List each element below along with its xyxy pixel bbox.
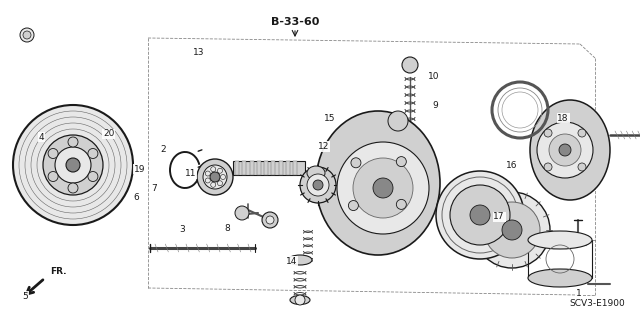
Text: 16: 16	[506, 161, 518, 170]
Text: 8: 8	[225, 224, 230, 233]
Circle shape	[68, 183, 78, 193]
Text: 14: 14	[285, 257, 297, 266]
Text: 18: 18	[557, 114, 569, 122]
Circle shape	[88, 172, 98, 182]
Text: 4: 4	[39, 133, 44, 142]
Circle shape	[307, 174, 329, 196]
Bar	[278, 161, 282, 175]
Circle shape	[66, 158, 80, 172]
Circle shape	[205, 171, 211, 176]
Circle shape	[578, 129, 586, 137]
Circle shape	[218, 181, 223, 186]
Circle shape	[544, 163, 552, 171]
Text: 10: 10	[428, 72, 440, 81]
Ellipse shape	[530, 100, 610, 200]
Circle shape	[197, 159, 233, 195]
Circle shape	[211, 182, 216, 187]
Text: 5: 5	[23, 292, 28, 301]
Circle shape	[313, 180, 323, 190]
Circle shape	[436, 171, 524, 259]
Bar	[285, 161, 290, 175]
Circle shape	[474, 192, 550, 268]
Circle shape	[68, 137, 78, 147]
Text: 17: 17	[493, 212, 505, 221]
Circle shape	[300, 167, 336, 203]
Text: 19: 19	[134, 165, 145, 174]
Text: 6: 6	[134, 193, 139, 202]
Circle shape	[210, 172, 220, 182]
Bar	[233, 161, 305, 175]
Circle shape	[48, 172, 58, 182]
Circle shape	[484, 202, 540, 258]
Text: 3: 3	[180, 225, 185, 234]
Text: 11: 11	[185, 169, 196, 178]
Circle shape	[23, 31, 31, 39]
Text: FR.: FR.	[50, 268, 67, 277]
Circle shape	[450, 185, 510, 245]
Bar	[257, 161, 260, 175]
Circle shape	[221, 174, 225, 180]
Circle shape	[203, 165, 227, 189]
Text: 7: 7	[151, 184, 156, 193]
Circle shape	[337, 142, 429, 234]
Circle shape	[470, 205, 490, 225]
Text: 12: 12	[317, 142, 329, 151]
Text: 20: 20	[103, 130, 115, 138]
Circle shape	[549, 134, 581, 166]
Text: 13: 13	[193, 48, 204, 57]
Circle shape	[348, 201, 358, 211]
Circle shape	[211, 167, 216, 172]
Ellipse shape	[307, 166, 325, 180]
Circle shape	[353, 158, 413, 218]
Circle shape	[373, 178, 393, 198]
Text: 2: 2	[161, 145, 166, 154]
Bar	[271, 161, 275, 175]
Text: 15: 15	[324, 114, 335, 122]
Circle shape	[396, 199, 406, 209]
Circle shape	[351, 158, 361, 168]
Circle shape	[502, 220, 522, 240]
Circle shape	[55, 147, 91, 183]
Circle shape	[20, 28, 34, 42]
Circle shape	[544, 129, 552, 137]
Ellipse shape	[290, 295, 310, 305]
Ellipse shape	[316, 111, 440, 255]
Text: 1: 1	[577, 289, 582, 298]
Circle shape	[578, 163, 586, 171]
Bar	[264, 161, 268, 175]
Ellipse shape	[528, 231, 592, 249]
Circle shape	[262, 212, 278, 228]
Text: SCV3-E1900: SCV3-E1900	[569, 299, 625, 308]
Bar	[235, 161, 239, 175]
Circle shape	[205, 178, 211, 183]
Circle shape	[396, 157, 406, 167]
Ellipse shape	[528, 269, 592, 287]
Circle shape	[295, 295, 305, 305]
Circle shape	[235, 206, 249, 220]
Circle shape	[402, 57, 418, 73]
Bar	[293, 161, 297, 175]
Bar	[250, 161, 253, 175]
Circle shape	[537, 122, 593, 178]
Circle shape	[218, 168, 223, 173]
Bar	[243, 161, 246, 175]
Circle shape	[88, 149, 98, 159]
Circle shape	[266, 216, 274, 224]
Circle shape	[48, 149, 58, 159]
Ellipse shape	[288, 255, 312, 265]
Text: B-33-60: B-33-60	[271, 17, 319, 27]
Circle shape	[13, 105, 133, 225]
Circle shape	[559, 144, 571, 156]
Text: 9: 9	[433, 101, 438, 110]
Circle shape	[388, 111, 408, 131]
Circle shape	[43, 135, 103, 195]
